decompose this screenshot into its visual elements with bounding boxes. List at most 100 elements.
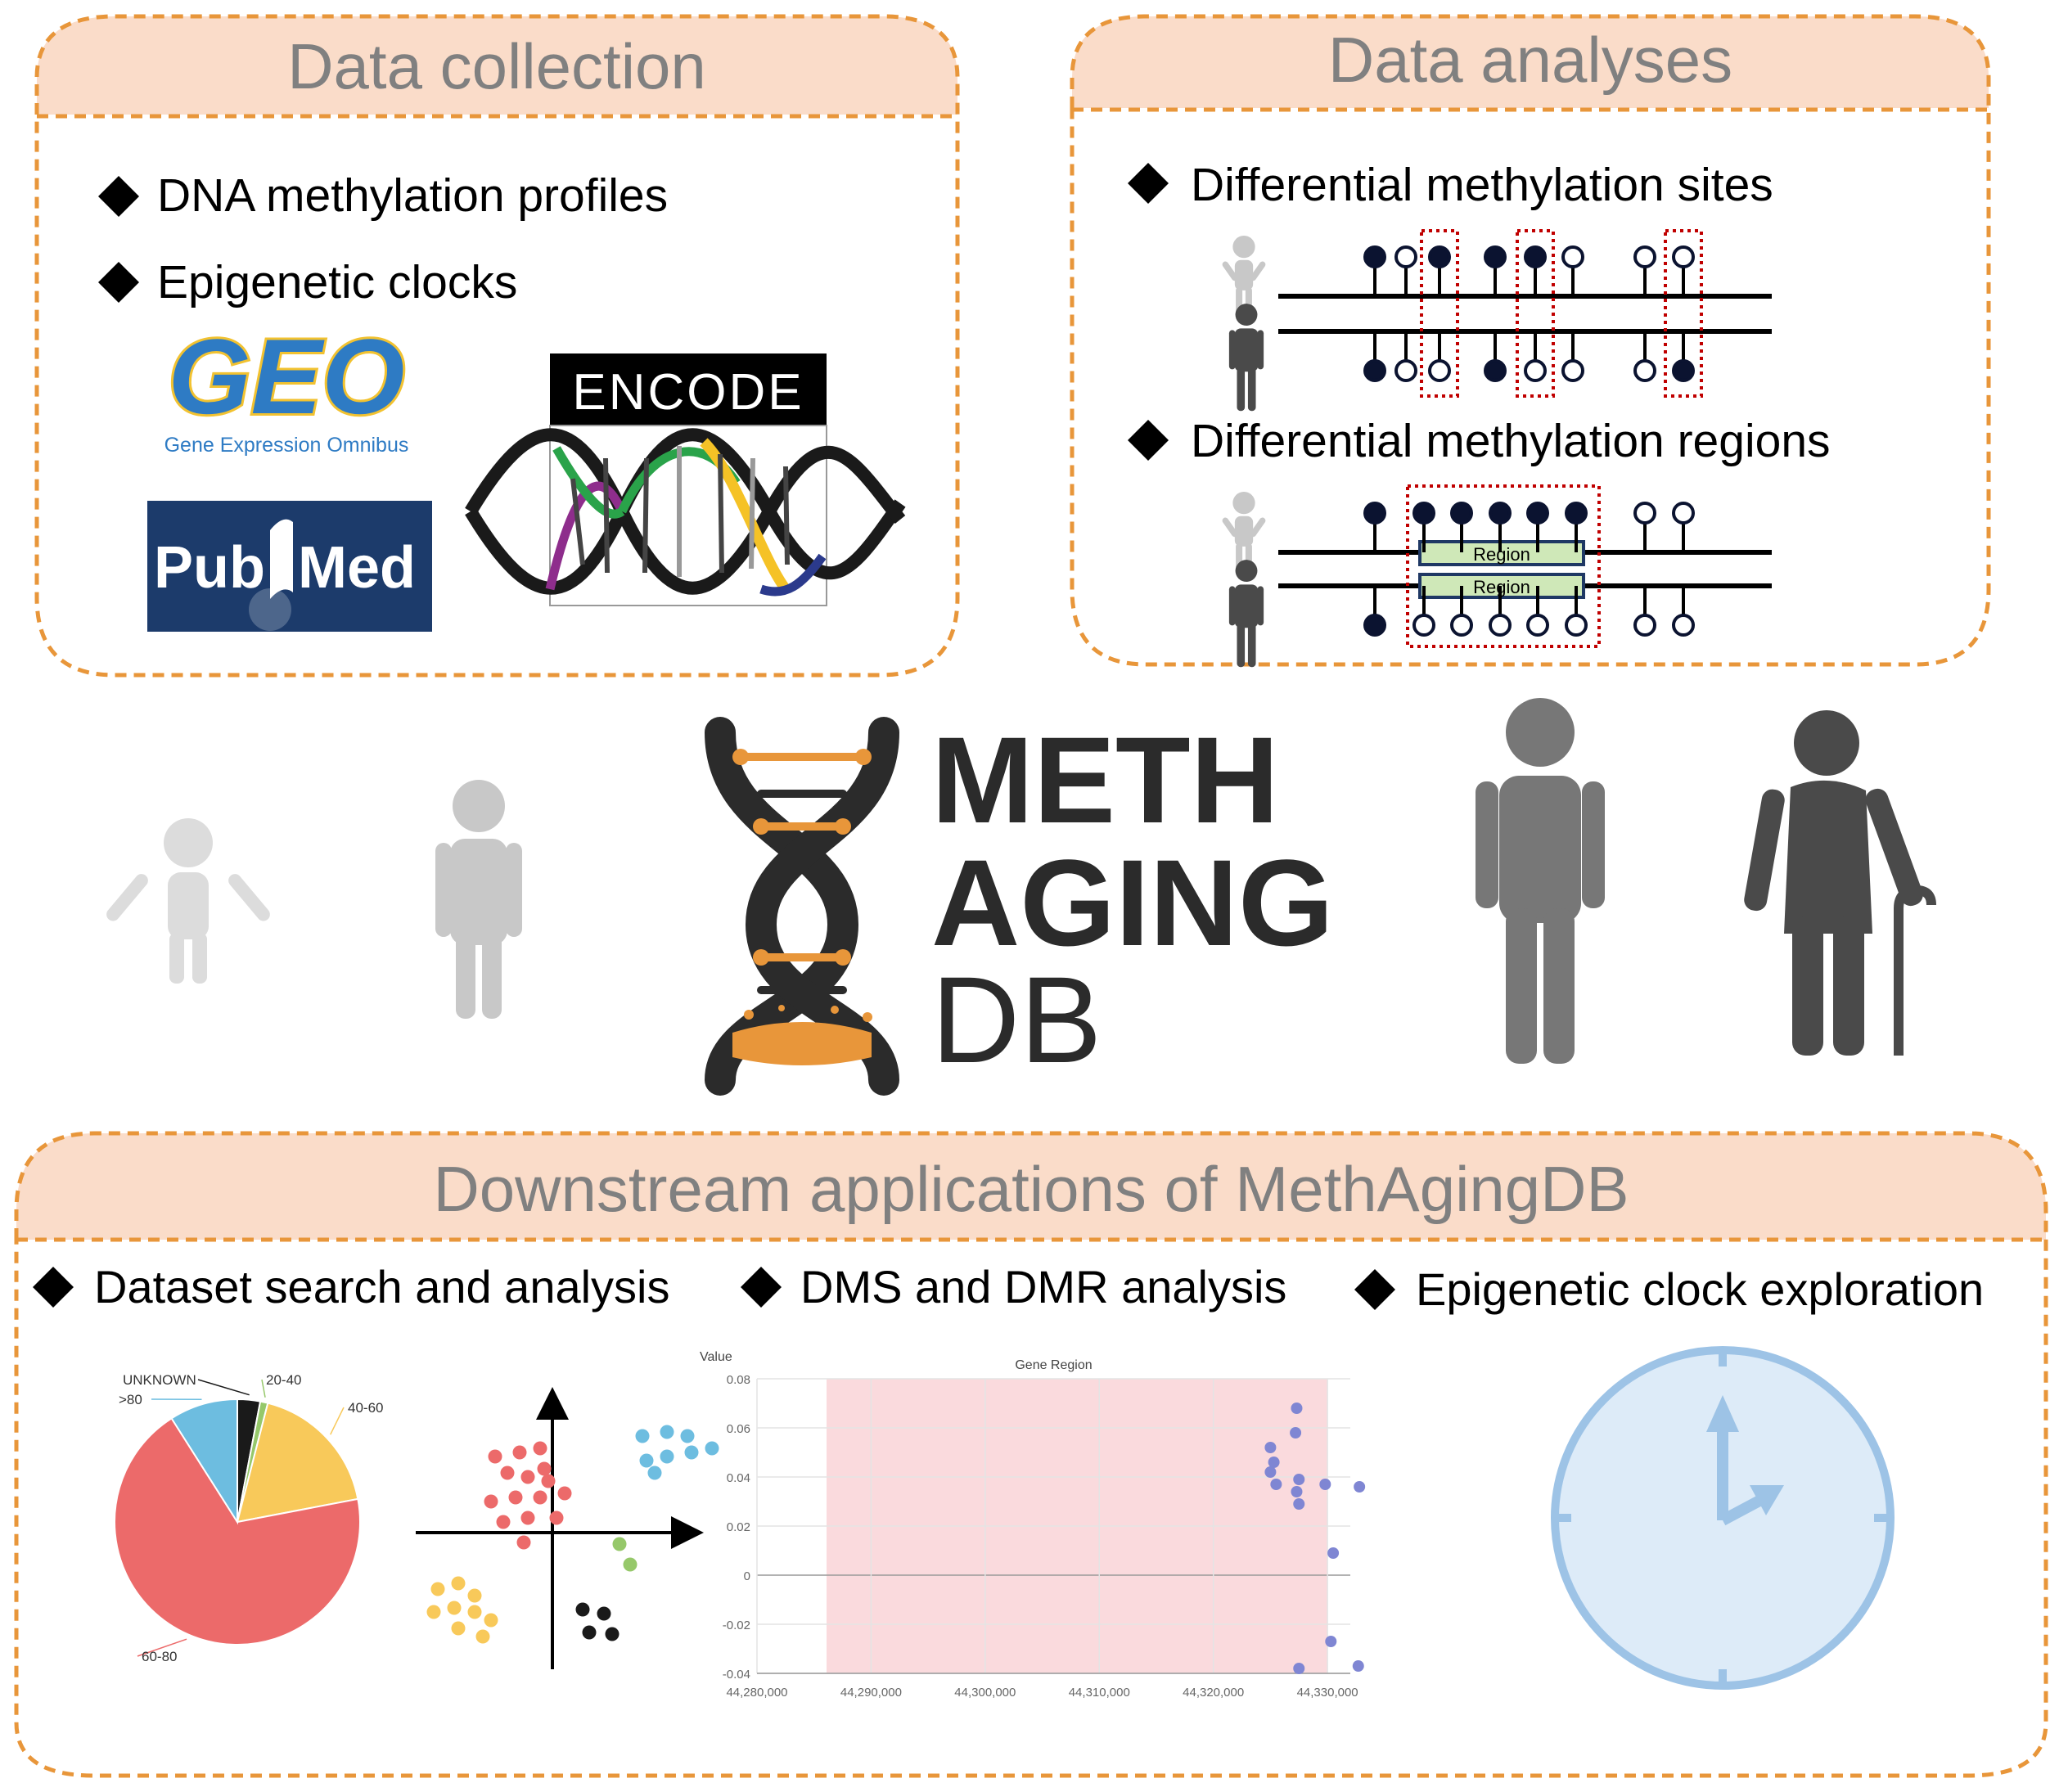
pca-point bbox=[575, 1602, 590, 1617]
data-point bbox=[1291, 1486, 1303, 1497]
pca-point bbox=[467, 1588, 482, 1603]
pca-point bbox=[520, 1511, 535, 1525]
data-point bbox=[1293, 1474, 1305, 1485]
pie-label: 20-40 bbox=[266, 1372, 301, 1388]
pca-point bbox=[635, 1429, 650, 1443]
logo-text-meth: METH bbox=[931, 711, 1279, 849]
methylated-site-icon bbox=[1450, 502, 1473, 525]
methagingdb-logo: METH AGING DB bbox=[705, 711, 1334, 1096]
downstream-border bbox=[14, 1131, 2048, 1778]
bullet-epigenetic-clock-exploration: Epigenetic clock exploration bbox=[1416, 1263, 1984, 1315]
pca-point bbox=[549, 1511, 564, 1525]
unmethylated-site-icon bbox=[1565, 614, 1588, 637]
data-analyses-panel: Data analyses Differential methylation s… bbox=[1070, 14, 1991, 668]
svg-text:Pub: Pub bbox=[154, 535, 265, 601]
x-tick-label: 44,330,000 bbox=[1297, 1686, 1358, 1700]
pca-point bbox=[447, 1601, 462, 1615]
bullet-epigenetic-clocks: Epigenetic clocks bbox=[157, 256, 517, 308]
people-age-progression bbox=[106, 698, 1936, 1064]
y-tick-label: -0.04 bbox=[723, 1668, 750, 1682]
x-tick-label: 44,280,000 bbox=[726, 1686, 787, 1700]
pca-point bbox=[557, 1486, 572, 1501]
clock-icon bbox=[1551, 1346, 1895, 1690]
methylated-site-icon bbox=[1565, 502, 1588, 525]
y-tick-label: 0.04 bbox=[727, 1471, 750, 1485]
methylated-site-icon bbox=[1363, 614, 1386, 637]
data-point bbox=[1264, 1466, 1277, 1478]
age-group-pie-chart: UNKNOWN 20-40 40-60 60-80 >80 bbox=[114, 1372, 383, 1664]
x-tick-label: 44,320,000 bbox=[1183, 1686, 1244, 1700]
unmethylated-site-icon bbox=[1633, 359, 1656, 382]
downstream-title: Downstream applications of MethAgingDB bbox=[433, 1153, 1629, 1225]
pca-point bbox=[516, 1535, 531, 1550]
methylated-site-icon bbox=[1672, 359, 1695, 382]
pca-point bbox=[684, 1445, 699, 1460]
pca-point bbox=[484, 1613, 498, 1628]
svg-text:GEO: GEO bbox=[169, 317, 405, 436]
pca-point bbox=[597, 1606, 611, 1621]
encode-logo: ENCODE bbox=[465, 353, 906, 606]
unmethylated-site-icon bbox=[1394, 359, 1417, 382]
pca-point bbox=[451, 1576, 466, 1591]
pca-point bbox=[537, 1461, 552, 1476]
bullet-dataset-search: Dataset search and analysis bbox=[94, 1261, 670, 1312]
pubmed-logo: Pub Med bbox=[147, 501, 432, 632]
methylated-site-icon bbox=[1363, 502, 1386, 525]
y-tick-label: 0.08 bbox=[727, 1373, 750, 1387]
pca-point bbox=[639, 1453, 654, 1468]
methylated-site-icon bbox=[1363, 359, 1386, 382]
chart-title: Gene Region bbox=[1015, 1358, 1092, 1372]
y-tick-label: -0.02 bbox=[723, 1619, 750, 1632]
methylated-site-icon bbox=[1524, 245, 1547, 268]
gene-region-chart: 0.08 0.06 0.04 0.02 0 -0.02 -0.04 44,280,000 44,… bbox=[700, 1350, 1366, 1700]
y-tick-label: 0.06 bbox=[727, 1422, 750, 1436]
svg-text:Gene Expression Omnibus: Gene Expression Omnibus bbox=[164, 434, 409, 457]
pca-point bbox=[660, 1449, 674, 1464]
data-point bbox=[1352, 1660, 1364, 1672]
x-tick-label: 44,290,000 bbox=[840, 1686, 902, 1700]
methylated-site-icon bbox=[1363, 245, 1386, 268]
bullet-dna-methylation-profiles: DNA methylation profiles bbox=[157, 169, 668, 222]
unmethylated-site-icon bbox=[1672, 245, 1695, 268]
pca-point bbox=[475, 1629, 490, 1644]
logo-text-aging: AGING bbox=[931, 834, 1334, 971]
diamond-icon bbox=[98, 262, 139, 303]
pca-point bbox=[520, 1470, 535, 1484]
elderly-with-cane-icon bbox=[1744, 710, 1936, 1056]
unmethylated-site-icon bbox=[1526, 614, 1549, 637]
methylated-site-icon bbox=[1428, 245, 1451, 268]
pca-point bbox=[582, 1625, 597, 1640]
unmethylated-site-icon bbox=[1561, 245, 1584, 268]
pca-point bbox=[508, 1490, 523, 1505]
pca-point bbox=[612, 1537, 627, 1551]
dmr-diagram: Region Region bbox=[1221, 484, 1772, 668]
data-point bbox=[1327, 1547, 1340, 1559]
unmethylated-site-icon bbox=[1450, 614, 1473, 637]
data-point bbox=[1268, 1457, 1280, 1468]
unmethylated-site-icon bbox=[1633, 502, 1656, 525]
pca-point bbox=[623, 1557, 638, 1572]
y-tick-label: 0.02 bbox=[727, 1520, 750, 1534]
child-icon bbox=[106, 818, 270, 984]
data-collection-title: Data collection bbox=[287, 30, 706, 102]
y-tick-label: 0 bbox=[744, 1569, 750, 1583]
unmethylated-site-icon bbox=[1672, 614, 1695, 637]
diamond-icon bbox=[1128, 420, 1169, 461]
diamond-icon bbox=[1354, 1269, 1395, 1310]
logo-text-db: DB bbox=[931, 951, 1102, 1088]
pca-point bbox=[484, 1494, 498, 1509]
data-point bbox=[1293, 1498, 1305, 1510]
bullet-dms-dmr: DMS and DMR analysis bbox=[800, 1261, 1286, 1312]
diamond-icon bbox=[1128, 163, 1169, 204]
pie-label: 60-80 bbox=[142, 1649, 177, 1664]
diamond-icon bbox=[33, 1267, 74, 1308]
svg-text:ENCODE: ENCODE bbox=[572, 364, 804, 421]
svg-text:Med: Med bbox=[298, 535, 416, 601]
pca-point bbox=[680, 1429, 695, 1443]
pca-point bbox=[533, 1490, 547, 1505]
data-point bbox=[1264, 1442, 1277, 1453]
pca-point bbox=[533, 1441, 547, 1456]
data-point bbox=[1319, 1479, 1331, 1490]
pca-point bbox=[660, 1425, 674, 1439]
